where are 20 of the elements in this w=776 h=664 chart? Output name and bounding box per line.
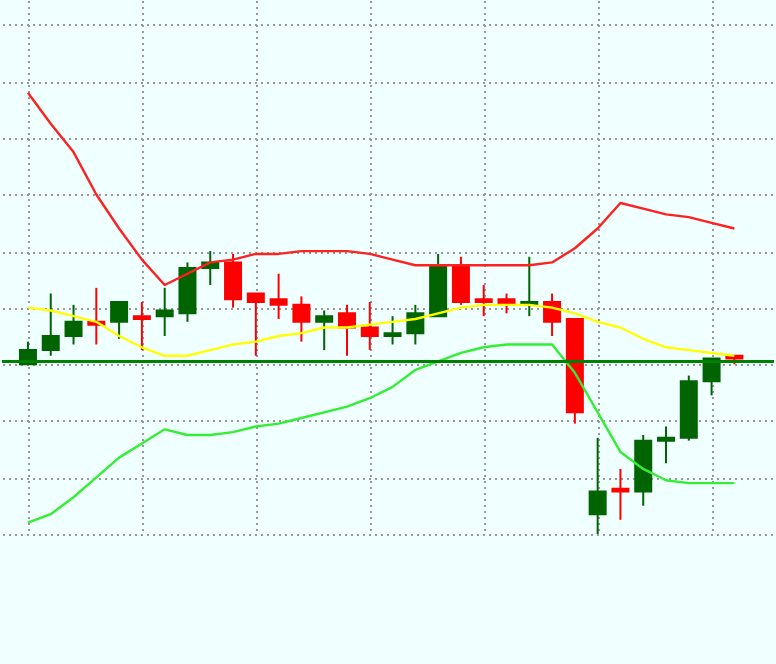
candlestick — [292, 295, 311, 343]
candlestick — [132, 301, 151, 352]
candlestick — [64, 303, 83, 346]
candlestick — [383, 315, 402, 346]
candlestick — [41, 292, 60, 357]
candlestick — [178, 261, 197, 323]
candlestick — [246, 292, 265, 357]
candlestick — [657, 425, 676, 465]
candlestick — [588, 436, 607, 535]
candlestick — [451, 255, 470, 306]
candlestick — [269, 272, 288, 320]
candlestick — [543, 292, 562, 337]
candlestick — [406, 303, 425, 346]
candlestick — [360, 301, 379, 352]
candlestick — [474, 284, 493, 318]
candlestick — [110, 301, 129, 340]
candlestick — [315, 309, 334, 352]
candlestick — [611, 467, 630, 521]
candlestick — [155, 286, 174, 337]
candlestick — [224, 252, 243, 309]
